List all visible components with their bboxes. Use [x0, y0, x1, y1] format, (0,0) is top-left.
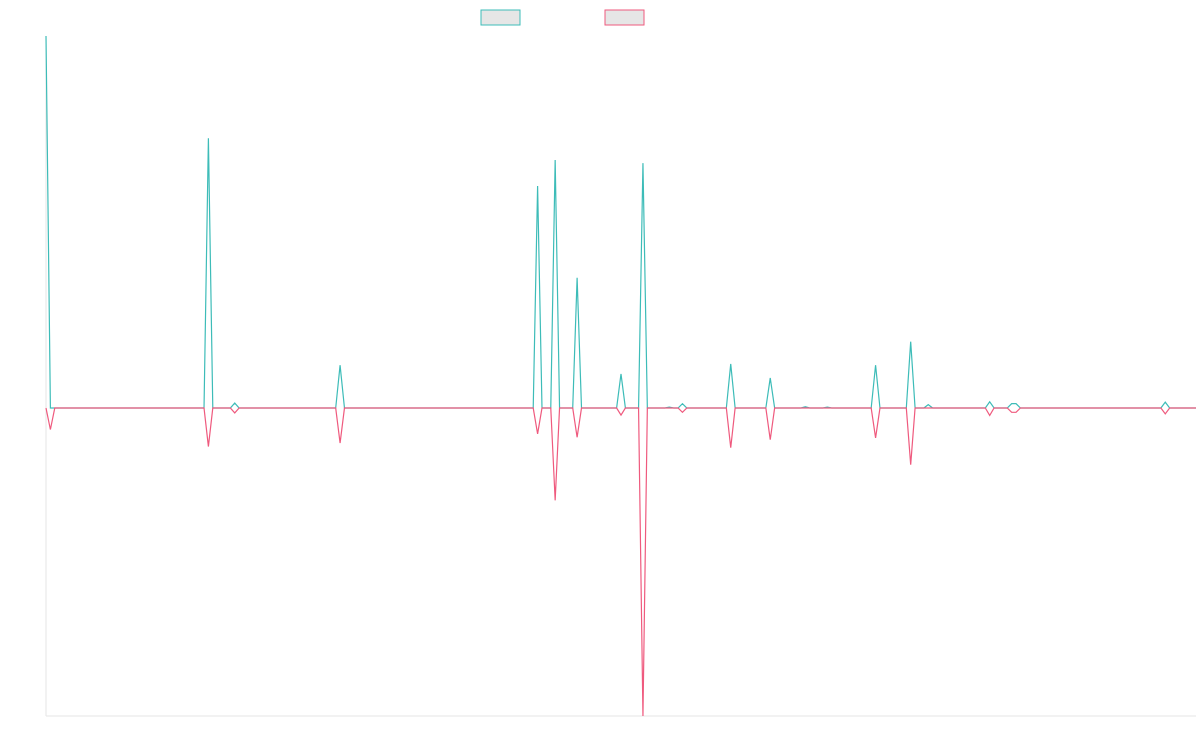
series-line-2: [45, 407, 1196, 717]
legend-swatch-2[interactable]: [604, 9, 645, 26]
series-line-1: [45, 35, 1196, 409]
axes: [45, 36, 1196, 717]
legend-swatch-1[interactable]: [480, 9, 521, 26]
series-layer: [45, 35, 1196, 717]
legend: [480, 9, 645, 26]
